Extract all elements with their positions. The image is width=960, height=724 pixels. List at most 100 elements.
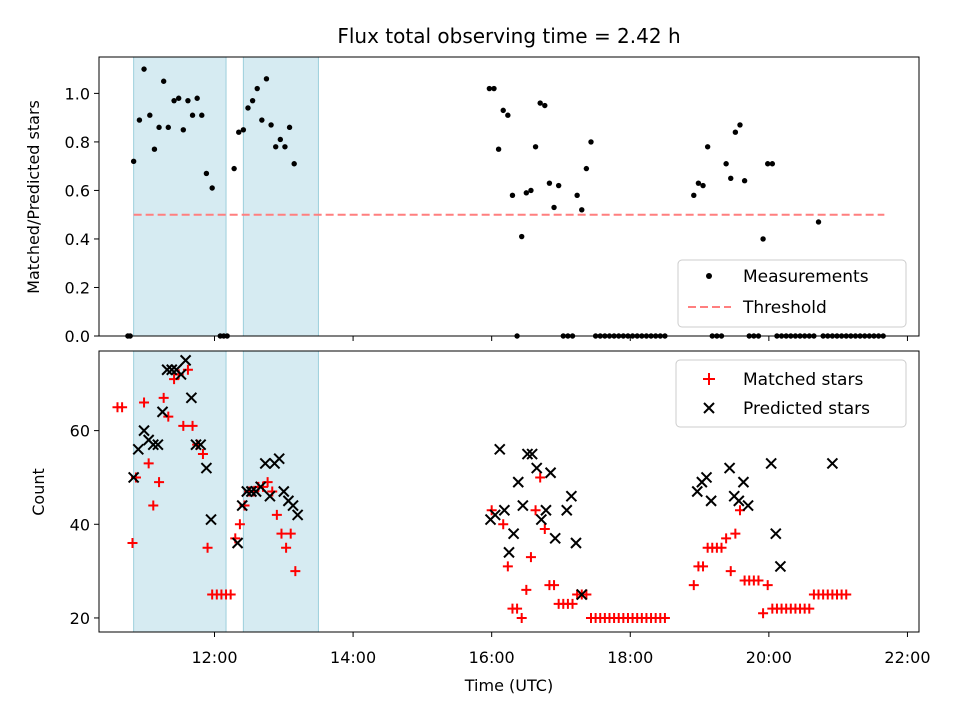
measurement-point: [254, 85, 260, 92]
matched-star-point: [530, 505, 541, 516]
predicted-star-point: [723, 462, 736, 474]
predicted-star-point: [526, 448, 538, 460]
measurement-point: [732, 129, 739, 135]
x-tick-label: 22:00: [884, 648, 930, 667]
matched-star-point: [841, 589, 852, 600]
chart-title: Flux total observing time = 2.42 h: [337, 24, 680, 48]
measurement-point: [723, 161, 729, 167]
measurement-point: [741, 178, 748, 184]
predicted-star-point: [205, 513, 217, 526]
matched-star-point: [187, 420, 198, 431]
predicted-star-point: [179, 354, 192, 367]
matched-star-point: [730, 528, 741, 539]
top-y-tick-label: 1.0: [65, 84, 90, 103]
measurement-point: [245, 105, 251, 111]
predicted-star-point: [489, 509, 501, 521]
predicted-star-point: [561, 504, 573, 516]
measurement-point: [495, 146, 502, 152]
measurement-point: [542, 102, 548, 109]
count-points: [112, 354, 852, 623]
matched-star-point: [234, 519, 245, 530]
legend-label-measurements: Measurements: [743, 267, 869, 287]
measurement-point: [259, 117, 265, 123]
predicted-star-point: [278, 485, 290, 498]
matched-star-point: [502, 561, 513, 572]
predicted-star-point: [535, 513, 548, 526]
measurement-point: [579, 207, 585, 213]
predicted-star-point: [200, 462, 213, 474]
measurement-point: [209, 185, 215, 191]
top-legend: Measurements Threshold: [677, 259, 907, 328]
matched-star-point: [117, 402, 128, 413]
matched-star-point: [225, 589, 236, 600]
legend-marker-predicted: [703, 402, 715, 414]
predicted-star-point: [705, 495, 717, 507]
predicted-star-point: [737, 476, 750, 488]
measurement-point: [282, 144, 288, 150]
measurement-point: [737, 122, 743, 128]
bottom-y-tick-label: 60: [70, 422, 90, 441]
predicted-star-point: [147, 438, 159, 451]
matched-star-point: [276, 528, 287, 539]
measurement-point: [695, 180, 702, 186]
measurement-point: [277, 136, 284, 143]
matched-star-point: [281, 542, 292, 553]
x-tick-label: 14:00: [330, 648, 376, 667]
measurement-point: [180, 127, 187, 133]
predicted-star-point: [549, 532, 561, 545]
measurement-point: [588, 139, 594, 145]
predicted-star-point: [241, 485, 253, 498]
legend-marker-matched: [703, 373, 715, 385]
predicted-star-point: [287, 499, 299, 512]
top-y-tick-label: 0.0: [65, 327, 90, 346]
measurement-point: [249, 97, 256, 104]
matched-star-point: [516, 612, 527, 623]
measurement-point: [175, 95, 182, 101]
matched-star-point: [535, 472, 546, 483]
measurement-point: [519, 233, 525, 240]
matched-star-point: [716, 542, 727, 553]
matched-star-point: [139, 397, 150, 408]
matched-star-point: [154, 477, 165, 488]
predicted-star-point: [185, 392, 198, 404]
predicted-star-point: [700, 471, 713, 484]
top-y-tick-label: 0.4: [65, 230, 90, 249]
matched-star-point: [762, 580, 773, 591]
top-shaded-intervals: [133, 56, 319, 337]
predicted-star-point: [273, 453, 285, 465]
predicted-star-point: [512, 476, 524, 488]
measurement-point: [728, 175, 734, 182]
legend-label-predicted: Predicted stars: [743, 399, 870, 419]
measurement-point: [765, 161, 771, 167]
matched-star-point: [688, 580, 699, 591]
predicted-star-point: [175, 368, 187, 381]
predicted-star-point: [770, 527, 782, 540]
matched-star-point: [163, 411, 174, 422]
bottom-x-ticks: 12:00 14:00 16:00 18:00 20:00 22:00: [191, 632, 931, 667]
matched-star-point: [202, 542, 213, 553]
bottom-y-ticks: 20 40 60: [70, 422, 99, 628]
measurement-point: [500, 107, 506, 114]
top-x-ticks: [213, 336, 908, 341]
top-legend-box: [677, 259, 907, 328]
measurement-point: [700, 182, 706, 189]
matched-star-point: [148, 500, 159, 511]
predicted-star-point: [517, 499, 529, 512]
predicted-star-point: [161, 364, 173, 376]
predicted-star-point: [691, 485, 703, 498]
predicted-star-point: [236, 499, 248, 512]
predicted-star-point: [498, 504, 511, 516]
measurement-point: [240, 127, 247, 133]
measurement-point: [273, 144, 279, 150]
measurement-point: [231, 165, 237, 172]
predicted-star-point: [291, 509, 304, 521]
matched-star-point: [178, 420, 189, 431]
x-tick-label: 20:00: [746, 648, 792, 667]
matched-star-point: [525, 552, 536, 563]
top-y-axis-label: Matched/Predicted stars: [24, 100, 43, 294]
measurement-point: [760, 236, 766, 242]
predicted-star-point: [156, 406, 169, 418]
predicted-star-point: [742, 499, 754, 512]
predicted-star-point: [544, 467, 557, 479]
